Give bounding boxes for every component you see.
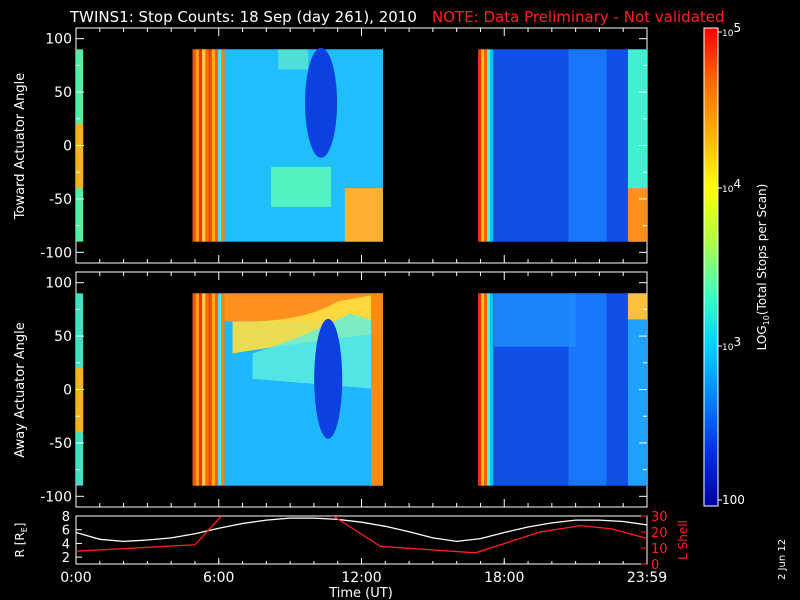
plot-frame-orbit — [75, 515, 648, 565]
y-tick-label: 100 — [45, 32, 72, 48]
radius-tick-label: 6 — [62, 524, 70, 539]
colorbar-tick-label: 105 — [722, 21, 741, 39]
heatmap-segment — [478, 49, 647, 242]
x-tick-label: 23:59 — [627, 570, 667, 586]
colorbar-ticks: 105 104 103 100 — [718, 21, 745, 507]
heatmap-away — [76, 293, 647, 486]
y-tick-label: 50 — [54, 329, 72, 345]
x-tick-label: 18:00 — [484, 570, 524, 586]
colorbar-tick-label: 104 — [722, 177, 741, 195]
radius-tick-label: 4 — [62, 537, 70, 552]
radius-line — [76, 517, 647, 543]
y-tick-label: -100 — [40, 489, 72, 505]
x-tick-label: 6:00 — [203, 570, 234, 586]
colorbar-label: LOG10(Total Stops per Scan) — [755, 184, 771, 351]
colorbar-tick-label: 103 — [722, 335, 741, 353]
panel-away: 100 50 0 -50 -100 Away Actuator Angle — [13, 271, 648, 508]
y-tick-label: 0 — [63, 383, 72, 399]
x-tick-label: 0:00 — [60, 570, 91, 586]
data-note: NOTE: Data Preliminary - Not validated — [432, 8, 725, 26]
ylabel-toward: Toward Actuator Angle — [13, 73, 28, 220]
heatmap-segment — [478, 293, 647, 486]
y-tick-label: -50 — [49, 192, 72, 208]
x-tick-label: 12:00 — [341, 570, 381, 586]
lshell-tick-label: 30 — [651, 510, 668, 525]
lshell-line — [76, 516, 647, 554]
colorbar: 105 104 103 100 LOG10(Total Stops per Scan) — [703, 21, 771, 507]
axes-toward: 100 50 0 -50 -100 — [40, 28, 648, 263]
orbit-lines — [76, 516, 647, 554]
colorbar-tick-label: 100 — [722, 493, 745, 507]
axes-away: 100 50 0 -50 -100 — [40, 272, 648, 507]
ylabel-lshell: L Shell — [676, 520, 690, 560]
ylabel-radius: R [RE] — [13, 523, 29, 558]
heatmap-segment — [192, 47, 383, 242]
y-tick-label: 0 — [63, 139, 72, 155]
xlabel-time: Time (UT) — [328, 586, 393, 600]
date-stamp: 2 Jun 12 — [777, 539, 788, 580]
radius-tick-label: 2 — [62, 551, 70, 566]
ylabel-away: Away Actuator Angle — [13, 322, 28, 457]
colorbar-bar — [703, 27, 719, 507]
y-tick-label: -50 — [49, 436, 72, 452]
radius-tick-label: 8 — [62, 510, 70, 525]
y-tick-label: 50 — [54, 85, 72, 101]
heatmap-segment — [192, 293, 383, 486]
lshell-tick-label: 20 — [651, 526, 668, 541]
lshell-tick-label: 0 — [651, 558, 659, 573]
chart-title: TWINS1: Stop Counts: 18 Sep (day 261), 2… — [69, 8, 417, 26]
y-tick-label: 100 — [45, 276, 72, 292]
heatmap-toward — [76, 47, 647, 242]
lshell-tick-label: 10 — [651, 542, 668, 557]
y-tick-label: -100 — [40, 245, 72, 261]
panel-toward: 100 50 0 -50 -100 Toward Actuator Angle — [13, 27, 648, 264]
